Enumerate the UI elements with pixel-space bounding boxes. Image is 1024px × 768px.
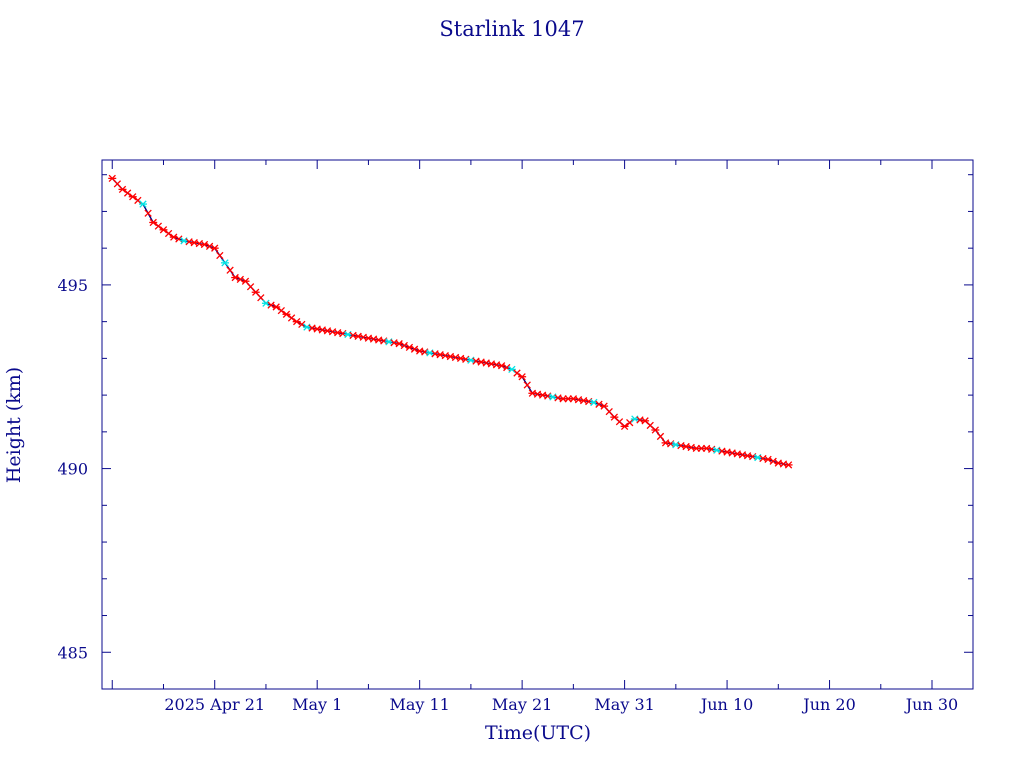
data-point-mark bbox=[523, 381, 531, 389]
data-point-mark bbox=[503, 363, 511, 372]
data-point bbox=[128, 193, 137, 201]
x-tick-label: May 21 bbox=[492, 695, 552, 714]
data-point-mark bbox=[246, 283, 255, 291]
plot-border bbox=[101, 159, 974, 690]
data-point bbox=[118, 185, 127, 194]
data-point-mark bbox=[144, 209, 152, 217]
data-point-mark bbox=[287, 314, 296, 322]
data-point-mark bbox=[646, 421, 654, 430]
data-point bbox=[784, 461, 793, 469]
data-point-mark bbox=[400, 341, 408, 350]
data-point-mark bbox=[164, 229, 173, 238]
data-point bbox=[154, 222, 163, 230]
data-point-mark bbox=[769, 457, 777, 465]
x-tick-label: May 31 bbox=[594, 695, 654, 714]
data-point bbox=[159, 226, 168, 234]
y-tick-label: 490 bbox=[57, 460, 88, 479]
data-point bbox=[241, 277, 250, 285]
data-point-mark bbox=[595, 400, 603, 408]
data-point bbox=[226, 266, 234, 274]
plot-frame bbox=[101, 159, 974, 690]
data-point bbox=[626, 419, 634, 427]
data-point-mark bbox=[123, 189, 132, 197]
x-axis-label: Time(UTC) bbox=[485, 722, 591, 744]
data-point bbox=[651, 426, 660, 434]
x-tick-label: Jun 20 bbox=[801, 695, 855, 714]
data-point bbox=[523, 381, 531, 389]
data-point bbox=[287, 314, 296, 322]
data-point bbox=[164, 229, 173, 238]
data-point bbox=[282, 310, 291, 318]
data-point-mark bbox=[410, 345, 419, 353]
data-point bbox=[272, 303, 281, 311]
data-point bbox=[216, 251, 224, 260]
data-point-mark bbox=[236, 275, 244, 284]
data-point-mark bbox=[175, 235, 183, 243]
data-point-mark bbox=[513, 369, 521, 377]
data-point bbox=[108, 174, 117, 183]
data-point-mark bbox=[154, 222, 163, 230]
data-point-mark bbox=[656, 432, 665, 441]
data-point bbox=[656, 432, 665, 441]
data-point-mark bbox=[226, 266, 234, 274]
data-point bbox=[144, 209, 152, 217]
data-point bbox=[220, 259, 229, 267]
x-tick-label: Jun 30 bbox=[904, 695, 958, 714]
data-point-mark bbox=[605, 407, 613, 416]
y-tick-label: 485 bbox=[57, 643, 88, 662]
data-point bbox=[251, 288, 260, 296]
data-point-mark bbox=[113, 180, 122, 188]
data-point-mark bbox=[216, 251, 224, 260]
data-point bbox=[518, 373, 527, 381]
data-point-mark bbox=[205, 242, 214, 250]
y-axis-label: Height (km) bbox=[3, 367, 25, 483]
data-point bbox=[600, 402, 609, 410]
x-tick-label: Jun 10 bbox=[699, 695, 753, 714]
data-point bbox=[138, 200, 147, 208]
data-point bbox=[507, 365, 516, 374]
series-line bbox=[111, 177, 789, 466]
chart-title: Starlink 1047 bbox=[439, 17, 584, 41]
data-point bbox=[149, 218, 158, 227]
data-point bbox=[123, 189, 132, 197]
data-point-mark bbox=[134, 196, 142, 205]
axis-ticks: 2025 Apr 21 May 1 May 11 May 21 May 31 Jun 10… bbox=[57, 160, 973, 714]
data-point-mark bbox=[298, 320, 306, 329]
data-point-mark bbox=[267, 301, 275, 309]
x-tick-label: 2025 Apr 21 bbox=[164, 695, 265, 714]
data-point-mark bbox=[615, 418, 624, 426]
x-tick-label: May 1 bbox=[292, 695, 342, 714]
data-point bbox=[134, 196, 142, 205]
y-tick-label: 495 bbox=[57, 276, 88, 295]
data-point bbox=[513, 369, 521, 377]
x-tick-label: May 11 bbox=[389, 695, 449, 714]
data-point bbox=[277, 306, 285, 315]
data-point bbox=[620, 422, 629, 430]
data-point bbox=[210, 244, 219, 252]
data-point-mark bbox=[257, 294, 265, 302]
data-point-mark bbox=[277, 306, 285, 315]
data-point-mark bbox=[626, 419, 634, 427]
series-layer bbox=[108, 174, 793, 469]
